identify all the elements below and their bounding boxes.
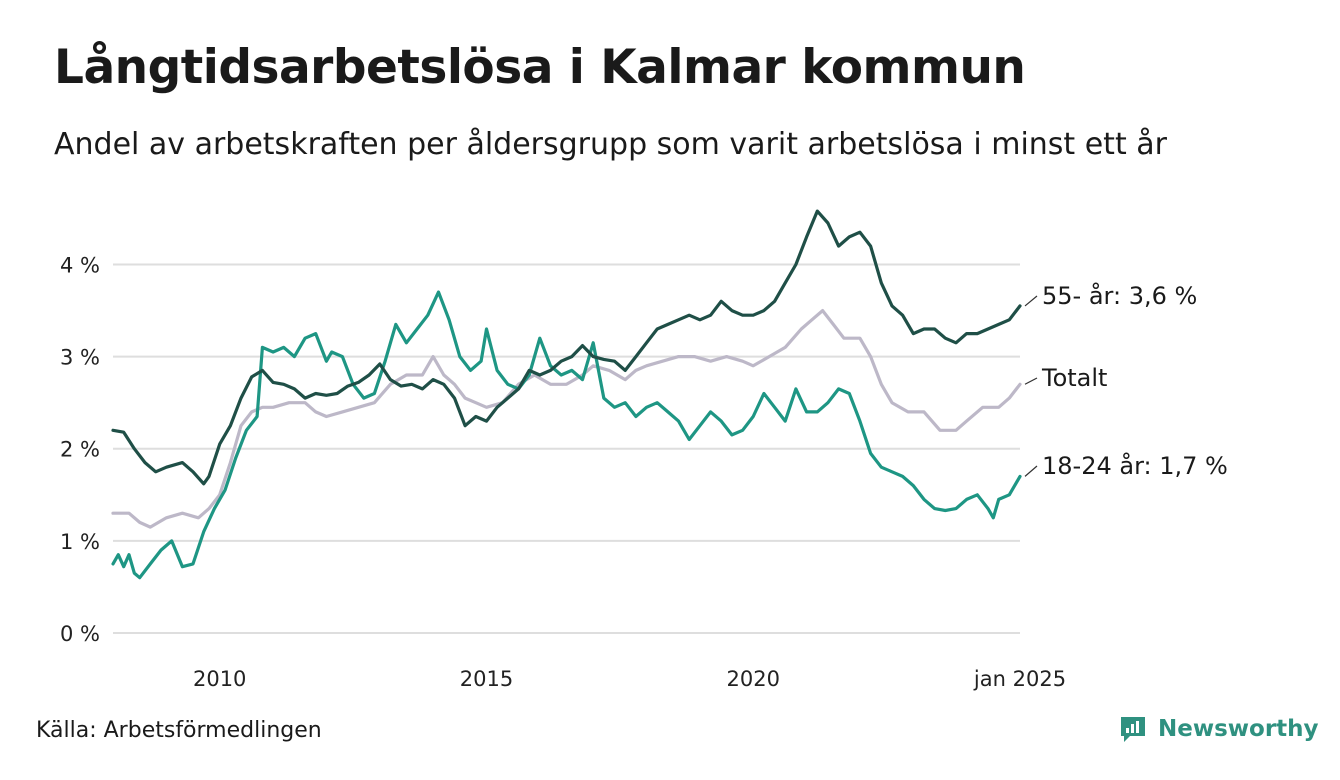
newsworthy-icon bbox=[1121, 717, 1145, 742]
y-tick-label: 0 % bbox=[60, 622, 100, 646]
y-tick-label: 1 % bbox=[60, 530, 100, 554]
source-note: Källa: Arbetsförmedlingen bbox=[36, 718, 322, 743]
end-label-leader bbox=[1024, 377, 1038, 385]
x-tick-label: 2020 bbox=[727, 667, 780, 691]
series-line bbox=[111, 309, 1022, 529]
y-axis: 0 % 1 % 2 % 3 % 4 % bbox=[60, 253, 100, 646]
x-axis: 2010 2015 2020 jan 2025 bbox=[193, 667, 1066, 691]
x-tick-label: 2010 bbox=[193, 667, 246, 691]
y-tick-label: 3 % bbox=[60, 346, 100, 370]
newsworthy-logo[interactable]: Newsworthy bbox=[1118, 714, 1319, 744]
series-line bbox=[111, 290, 1022, 580]
grid-layer bbox=[113, 263, 1020, 634]
end-label-leader bbox=[1024, 465, 1038, 477]
y-tick-label: 2 % bbox=[60, 438, 100, 462]
end-labels: 55- år: 3,6 % Totalt 18-24 år: 1,7 % bbox=[1024, 281, 1228, 480]
x-tick-label: 2015 bbox=[460, 667, 513, 691]
end-label: Totalt bbox=[1041, 364, 1107, 392]
series-line bbox=[111, 209, 1022, 486]
brand-name: Newsworthy bbox=[1158, 716, 1319, 742]
chart-subtitle: Andel av arbetskraften per åldersgrupp s… bbox=[54, 127, 1167, 162]
line-chart: 0 % 1 % 2 % 3 % 4 % 2010 2015 2020 jan 2025 55-… bbox=[60, 209, 1228, 691]
end-label: 18-24 år: 1,7 % bbox=[1042, 451, 1228, 480]
series-layer bbox=[111, 209, 1022, 580]
y-tick-label: 4 % bbox=[60, 253, 100, 277]
x-tick-label: jan 2025 bbox=[973, 667, 1066, 691]
chart-title: Långtidsarbetslösa i Kalmar kommun bbox=[54, 40, 1026, 95]
end-label: 55- år: 3,6 % bbox=[1042, 281, 1197, 310]
end-label-leader bbox=[1024, 295, 1038, 307]
